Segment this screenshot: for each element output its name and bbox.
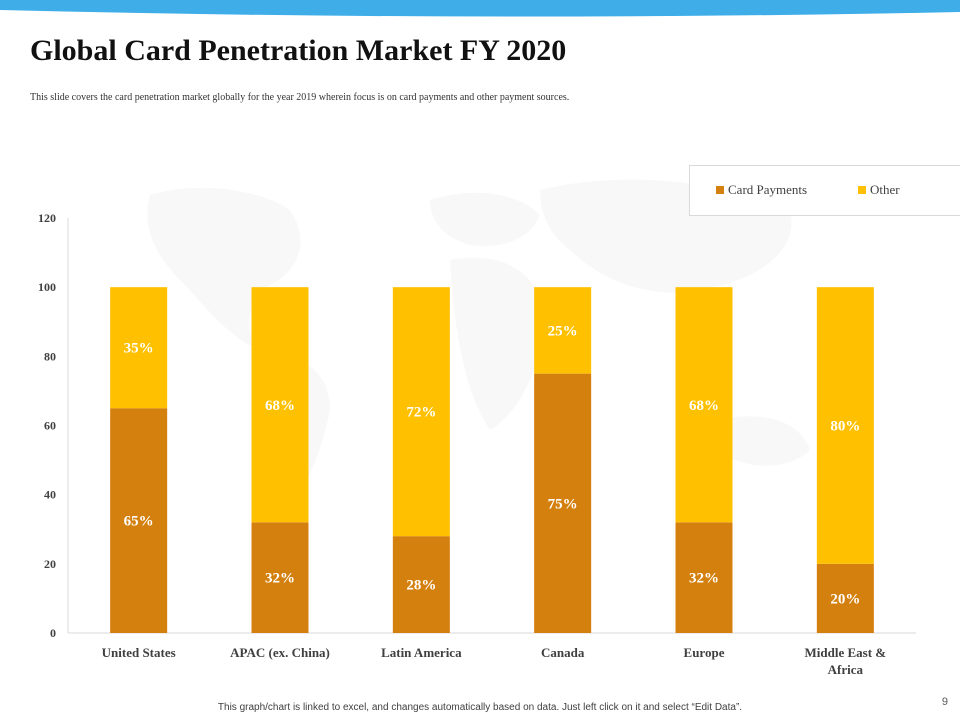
x-tick-label-line: Africa <box>828 662 864 677</box>
x-tick-label-line: United States <box>102 645 176 660</box>
y-tick-label: 120 <box>38 211 56 225</box>
bar-segment-other <box>392 287 450 537</box>
y-tick-label: 100 <box>38 280 56 294</box>
world-map-watermark <box>147 179 810 520</box>
slide-subtitle: This slide covers the card penetration m… <box>30 92 570 103</box>
x-tick-label: Europe <box>684 645 725 660</box>
data-label: 32% <box>689 571 719 587</box>
y-tick-label: 40 <box>44 488 56 502</box>
page-number: 9 <box>941 696 948 708</box>
x-tick-label-line: Europe <box>684 645 725 660</box>
footer-note: This graph/chart is linked to excel, and… <box>217 702 743 713</box>
data-label: 68% <box>689 398 719 414</box>
x-tick-label: Canada <box>541 645 585 660</box>
x-tick-label-line: Middle East & <box>805 645 887 660</box>
bar-segment-other <box>816 287 874 564</box>
data-label: 75% <box>548 496 578 512</box>
top-band-shape <box>0 0 960 17</box>
data-label: 72% <box>406 405 436 421</box>
slide-title: Global Card Penetration Market FY 2020 <box>30 34 567 67</box>
top-decorative-band <box>0 0 960 18</box>
bar-segment-card-payments <box>675 522 733 633</box>
bar-segment-card-payments <box>251 522 309 633</box>
data-label: 68% <box>265 398 295 414</box>
legend-swatch-card-payments <box>716 186 724 194</box>
bar-segment-other <box>110 287 168 409</box>
x-tick-label: Middle East & Africa <box>805 645 887 677</box>
data-label: 35% <box>124 341 154 357</box>
legend-swatch-other <box>858 186 866 194</box>
x-tick-label-line: Canada <box>541 645 585 660</box>
legend-item-other: Other <box>858 182 900 198</box>
bar-segment-other <box>675 287 733 523</box>
bar-segment-card-payments <box>816 563 874 633</box>
data-label: 32% <box>265 571 295 587</box>
bar-segment-card-payments <box>392 536 450 633</box>
legend-item-card-payments: Card Payments <box>716 182 807 198</box>
x-tick-label: Latin America <box>381 645 462 660</box>
bar-segment-card-payments <box>110 408 168 633</box>
bar-segment-other <box>534 287 592 374</box>
data-label: 20% <box>830 591 860 607</box>
stacked-bar-chart: 0 20 40 60 80 100 120 United States APAC (ex. Ch… <box>38 179 916 677</box>
y-tick-label: 80 <box>44 349 56 363</box>
bar-segment-card-payments <box>534 373 592 633</box>
data-label: 28% <box>406 578 436 594</box>
chart-bars: 65% 35% 32% 68% 28% 72% 75% 25% 32% 68% 20% 80% <box>110 287 874 633</box>
data-label: 80% <box>830 419 860 435</box>
x-tick-label: APAC (ex. China) <box>230 645 330 660</box>
data-label: 65% <box>124 514 154 530</box>
y-tick-label: 60 <box>44 419 56 433</box>
chart-legend: Card Payments Other <box>689 165 960 216</box>
y-tick-label: 0 <box>50 626 56 640</box>
x-tick-label-line: Latin America <box>381 645 462 660</box>
legend-label-card-payments: Card Payments <box>728 182 808 197</box>
x-tick-label-line: APAC (ex. China) <box>230 645 330 660</box>
bar-segment-other <box>251 287 309 523</box>
legend-label-other: Other <box>870 182 900 197</box>
x-tick-label: United States <box>102 645 176 660</box>
chart-axes: 0 20 40 60 80 100 120 United States APAC (ex. Ch… <box>38 211 916 677</box>
y-tick-label: 20 <box>44 557 56 571</box>
data-label: 25% <box>548 323 578 339</box>
